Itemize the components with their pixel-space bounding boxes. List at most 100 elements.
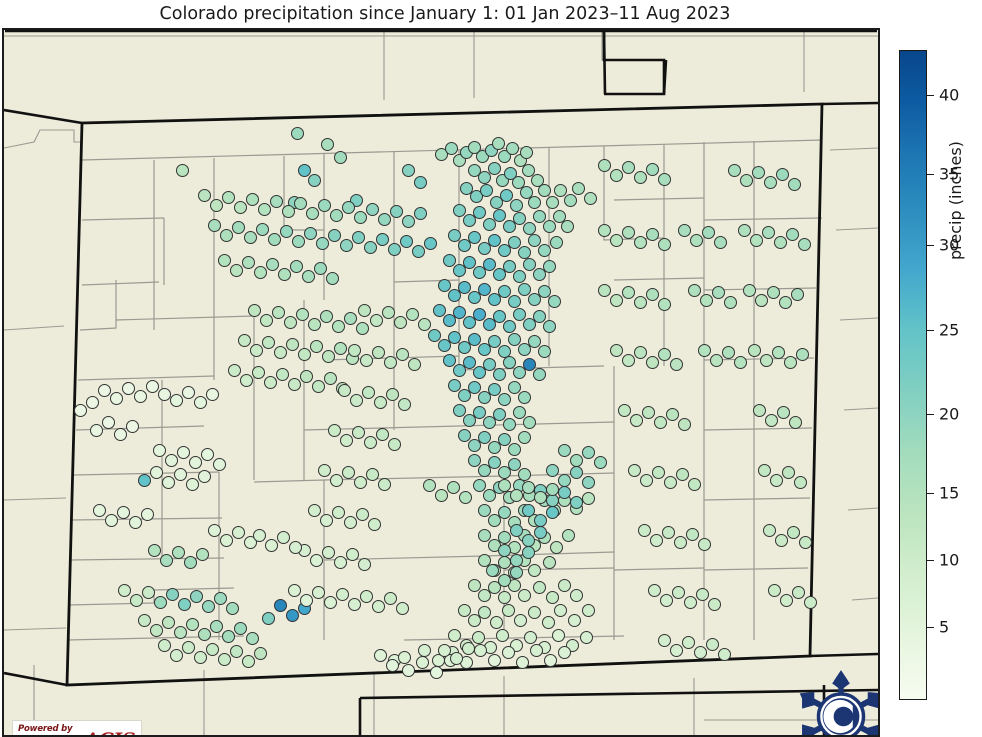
station-marker[interactable] xyxy=(261,335,275,349)
station-marker[interactable] xyxy=(361,385,375,399)
station-marker[interactable] xyxy=(597,223,611,237)
station-marker[interactable] xyxy=(633,295,647,309)
station-marker[interactable] xyxy=(597,283,611,297)
station-marker[interactable] xyxy=(173,625,187,639)
station-marker[interactable] xyxy=(267,232,281,246)
station-marker[interactable] xyxy=(527,334,541,348)
station-marker[interactable] xyxy=(201,599,215,613)
station-marker[interactable] xyxy=(778,295,792,309)
station-marker[interactable] xyxy=(687,477,701,491)
station-marker[interactable] xyxy=(247,303,261,317)
station-marker[interactable] xyxy=(333,341,347,355)
station-marker[interactable] xyxy=(581,475,595,489)
station-marker[interactable] xyxy=(209,619,223,633)
station-marker[interactable] xyxy=(497,392,511,406)
station-marker[interactable] xyxy=(299,593,313,607)
station-marker[interactable] xyxy=(727,163,741,177)
station-marker[interactable] xyxy=(407,357,421,371)
station-marker[interactable] xyxy=(395,601,409,615)
station-marker[interactable] xyxy=(522,415,536,429)
station-marker[interactable] xyxy=(331,319,345,333)
station-marker[interactable] xyxy=(517,430,531,444)
station-marker[interactable] xyxy=(345,547,359,561)
station-marker[interactable] xyxy=(502,219,516,233)
station-marker[interactable] xyxy=(521,503,535,517)
station-marker[interactable] xyxy=(259,313,273,327)
station-marker[interactable] xyxy=(527,292,541,306)
station-marker[interactable] xyxy=(279,224,293,238)
station-marker[interactable] xyxy=(687,283,701,297)
station-marker[interactable] xyxy=(563,193,577,207)
station-marker[interactable] xyxy=(423,236,437,250)
station-marker[interactable] xyxy=(621,225,635,239)
station-marker[interactable] xyxy=(522,357,536,371)
station-marker[interactable] xyxy=(699,293,713,307)
station-marker[interactable] xyxy=(532,209,546,223)
station-marker[interactable] xyxy=(249,343,263,357)
station-marker[interactable] xyxy=(373,648,387,662)
station-marker[interactable] xyxy=(200,447,214,461)
station-marker[interactable] xyxy=(482,217,496,231)
station-marker[interactable] xyxy=(365,467,379,481)
station-marker[interactable] xyxy=(125,419,139,433)
station-marker[interactable] xyxy=(497,543,511,557)
station-marker[interactable] xyxy=(229,263,243,277)
station-marker[interactable] xyxy=(517,390,531,404)
station-marker[interactable] xyxy=(532,309,546,323)
station-marker[interactable] xyxy=(627,463,641,477)
station-marker[interactable] xyxy=(771,345,785,359)
station-marker[interactable] xyxy=(533,525,547,539)
station-marker[interactable] xyxy=(339,238,353,252)
station-marker[interactable] xyxy=(97,383,111,397)
station-marker[interactable] xyxy=(675,467,689,481)
station-marker[interactable] xyxy=(337,383,351,397)
station-marker[interactable] xyxy=(705,637,719,651)
station-marker[interactable] xyxy=(477,342,491,356)
station-marker[interactable] xyxy=(373,395,387,409)
station-marker[interactable] xyxy=(311,585,325,599)
station-marker[interactable] xyxy=(417,643,431,657)
station-marker[interactable] xyxy=(571,181,585,195)
station-marker[interactable] xyxy=(512,269,526,283)
station-marker[interactable] xyxy=(467,453,481,467)
station-marker[interactable] xyxy=(181,640,195,654)
station-marker[interactable] xyxy=(285,608,299,622)
station-marker[interactable] xyxy=(307,503,321,517)
station-marker[interactable] xyxy=(509,565,523,579)
station-marker[interactable] xyxy=(545,590,559,604)
station-marker[interactable] xyxy=(197,188,211,202)
station-marker[interactable] xyxy=(511,175,525,189)
station-marker[interactable] xyxy=(397,650,411,664)
station-marker[interactable] xyxy=(803,595,817,609)
station-marker[interactable] xyxy=(104,513,118,527)
station-marker[interactable] xyxy=(477,282,491,296)
station-marker[interactable] xyxy=(389,204,403,218)
station-marker[interactable] xyxy=(621,353,635,367)
station-marker[interactable] xyxy=(447,330,461,344)
station-marker[interactable] xyxy=(369,313,383,327)
station-marker[interactable] xyxy=(472,405,486,419)
station-marker[interactable] xyxy=(766,285,780,299)
station-marker[interactable] xyxy=(449,651,463,665)
station-marker[interactable] xyxy=(467,140,481,154)
station-marker[interactable] xyxy=(387,437,401,451)
station-marker[interactable] xyxy=(551,628,565,642)
station-marker[interactable] xyxy=(457,340,471,354)
station-marker[interactable] xyxy=(189,589,203,603)
station-marker[interactable] xyxy=(472,265,486,279)
station-marker[interactable] xyxy=(781,465,795,479)
station-marker[interactable] xyxy=(709,353,723,367)
station-marker[interactable] xyxy=(177,597,191,611)
station-marker[interactable] xyxy=(387,242,401,256)
station-marker[interactable] xyxy=(774,533,788,547)
station-marker[interactable] xyxy=(317,198,331,212)
station-marker[interactable] xyxy=(243,230,257,244)
station-marker[interactable] xyxy=(739,173,753,187)
station-marker[interactable] xyxy=(323,595,337,609)
station-marker[interactable] xyxy=(457,428,471,442)
station-marker[interactable] xyxy=(295,307,309,321)
station-marker[interactable] xyxy=(487,513,501,527)
station-marker[interactable] xyxy=(309,553,323,567)
station-marker[interactable] xyxy=(639,473,653,487)
station-marker[interactable] xyxy=(783,355,797,369)
